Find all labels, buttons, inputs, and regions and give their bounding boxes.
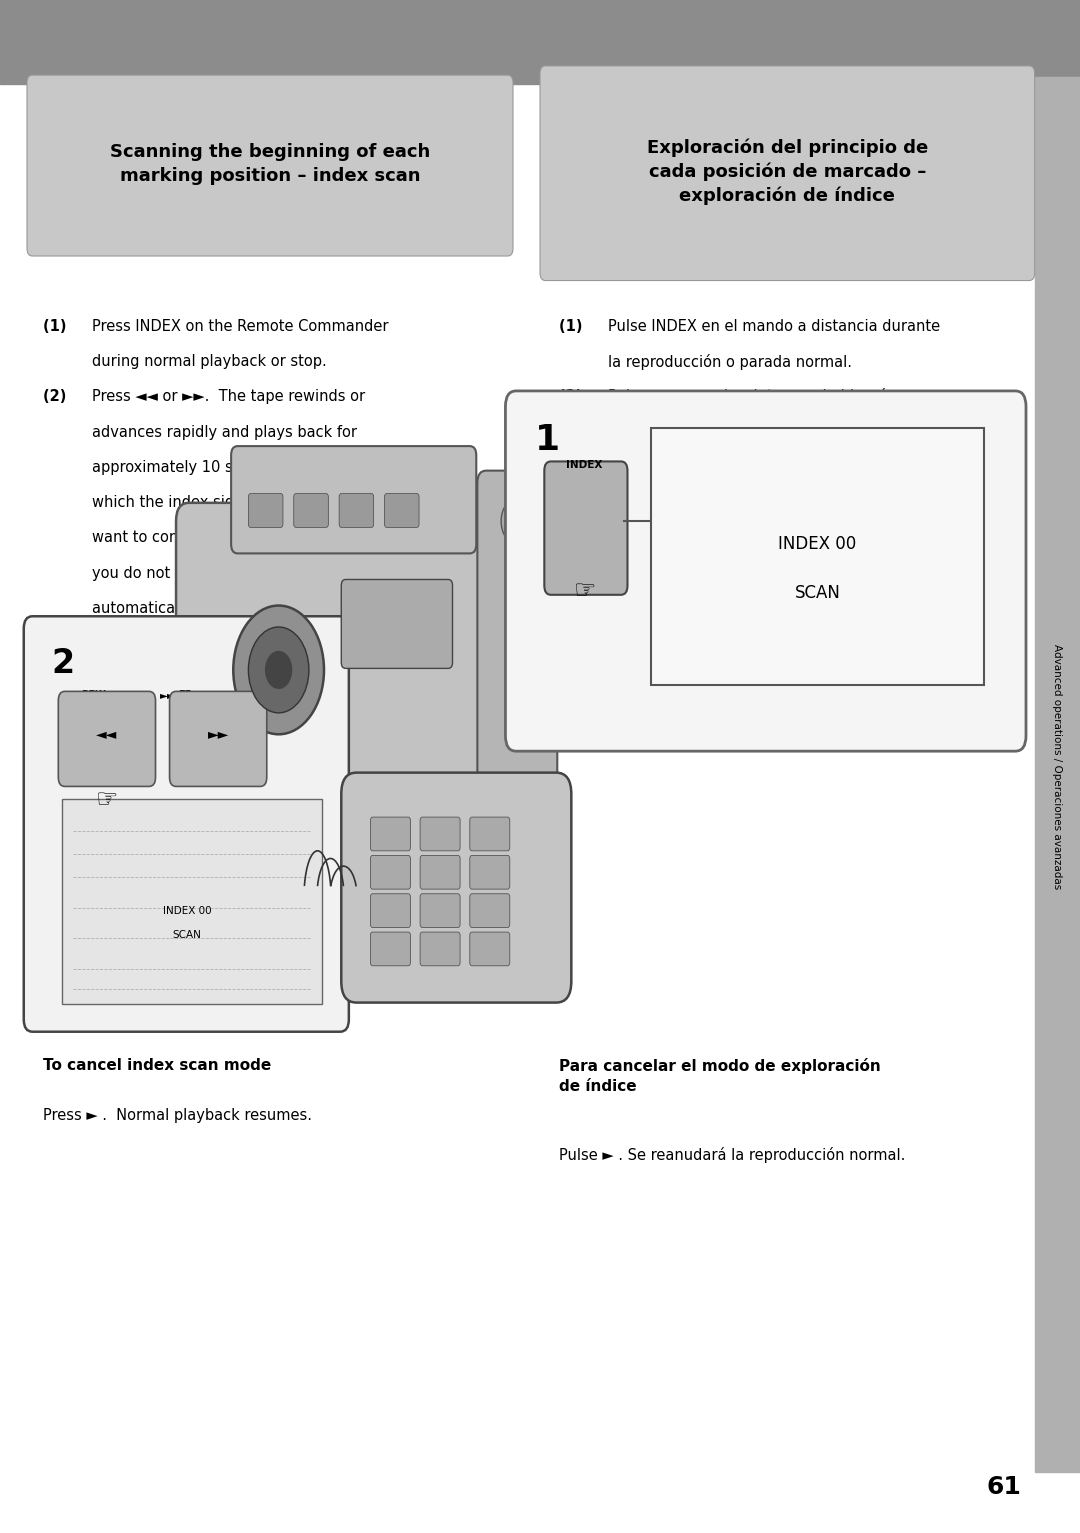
Text: Exploración del principio de
cada posición de marcado –
exploración de índice: Exploración del principio de cada posici… xyxy=(647,138,928,205)
Text: FF: FF xyxy=(178,690,191,701)
Text: INDEX 00: INDEX 00 xyxy=(779,535,856,553)
Text: el punto en que se haya marcado la señal de: el punto en que se haya marcado la señal… xyxy=(608,495,939,510)
Circle shape xyxy=(248,627,309,713)
Text: want to continue playback, press ►.  When: want to continue playback, press ►. When xyxy=(92,530,407,546)
Text: (1): (1) xyxy=(43,319,72,334)
Text: cinta se explora automáticamente hasta el: cinta se explora automáticamente hasta e… xyxy=(608,601,923,616)
Text: INDEX 00: INDEX 00 xyxy=(162,906,212,915)
Text: ►►: ►► xyxy=(160,690,176,701)
Text: ►►: ►► xyxy=(207,727,229,742)
Text: advances rapidly and plays back for: advances rapidly and plays back for xyxy=(92,425,356,440)
FancyBboxPatch shape xyxy=(505,391,1026,751)
Text: which the index signal was marked.  If you: which the index signal was marked. If yo… xyxy=(92,495,405,510)
FancyBboxPatch shape xyxy=(24,616,349,1032)
Text: approximately 10 seconds from the point on: approximately 10 seconds from the point … xyxy=(92,460,417,475)
Text: ☞: ☞ xyxy=(96,788,118,812)
FancyBboxPatch shape xyxy=(470,855,510,889)
FancyBboxPatch shape xyxy=(294,494,328,527)
Text: Pulse ► . Se reanudará la reproducción normal.: Pulse ► . Se reanudará la reproducción n… xyxy=(559,1147,906,1162)
FancyBboxPatch shape xyxy=(62,799,322,1004)
FancyBboxPatch shape xyxy=(370,817,410,851)
Text: INDEX: INDEX xyxy=(566,460,603,471)
Text: (2): (2) xyxy=(43,389,71,405)
FancyBboxPatch shape xyxy=(176,503,537,854)
Text: Scanning the beginning of each
marking position – index scan: Scanning the beginning of each marking p… xyxy=(110,143,430,185)
Text: 2: 2 xyxy=(52,647,75,681)
FancyBboxPatch shape xyxy=(339,494,374,527)
Circle shape xyxy=(266,652,292,688)
FancyBboxPatch shape xyxy=(420,932,460,966)
FancyBboxPatch shape xyxy=(370,894,410,927)
FancyBboxPatch shape xyxy=(477,471,557,886)
Bar xyxy=(1035,77,1080,1472)
Circle shape xyxy=(501,498,534,544)
Text: automatically scanned to the next program.: automatically scanned to the next progra… xyxy=(92,601,415,616)
Text: SCAN: SCAN xyxy=(795,584,840,602)
Text: ◄◄: ◄◄ xyxy=(96,727,118,742)
Text: Press INDEX on the Remote Commander: Press INDEX on the Remote Commander xyxy=(92,319,389,334)
FancyBboxPatch shape xyxy=(470,932,510,966)
Text: To cancel index scan mode: To cancel index scan mode xyxy=(43,1058,271,1073)
Text: (2): (2) xyxy=(559,389,588,405)
Text: reproducción. Si no pulsa ningún botón, la: reproducción. Si no pulsa ningún botón, … xyxy=(608,566,918,581)
FancyBboxPatch shape xyxy=(384,494,419,527)
Text: Press ► .  Normal playback resumes.: Press ► . Normal playback resumes. xyxy=(43,1108,312,1124)
Text: avanzará rápidamente y se reproducirá: avanzará rápidamente y se reproducirá xyxy=(608,425,899,440)
Text: Pulse ◄◄ o ►►. La cinta se rebobinará o: Pulse ◄◄ o ►►. La cinta se rebobinará o xyxy=(608,389,901,405)
FancyBboxPatch shape xyxy=(27,75,513,256)
FancyBboxPatch shape xyxy=(420,817,460,851)
FancyBboxPatch shape xyxy=(470,817,510,851)
Text: Pulse INDEX en el mando a distancia durante: Pulse INDEX en el mando a distancia dura… xyxy=(608,319,941,334)
FancyBboxPatch shape xyxy=(341,579,453,668)
FancyBboxPatch shape xyxy=(248,494,283,527)
Bar xyxy=(0,0,1080,84)
Text: siguiente programa.: siguiente programa. xyxy=(608,636,757,652)
FancyBboxPatch shape xyxy=(231,446,476,553)
FancyBboxPatch shape xyxy=(470,894,510,927)
FancyBboxPatch shape xyxy=(370,855,410,889)
FancyBboxPatch shape xyxy=(544,461,627,595)
Text: índice. Pulse ► si desea continuar la: índice. Pulse ► si desea continuar la xyxy=(608,530,874,546)
Text: 61: 61 xyxy=(987,1475,1022,1499)
Text: Press ◄◄ or ►►.  The tape rewinds or: Press ◄◄ or ►►. The tape rewinds or xyxy=(92,389,365,405)
FancyBboxPatch shape xyxy=(540,66,1035,281)
FancyBboxPatch shape xyxy=(370,932,410,966)
Text: durante aproximadamente 10 segundos desde: durante aproximadamente 10 segundos desd… xyxy=(608,460,951,475)
Text: (1): (1) xyxy=(559,319,589,334)
Text: REW: REW xyxy=(81,690,106,701)
FancyBboxPatch shape xyxy=(170,691,267,786)
Text: 1: 1 xyxy=(535,423,559,457)
Text: SCAN: SCAN xyxy=(173,931,201,940)
Text: Advanced operations / Operaciones avanzadas: Advanced operations / Operaciones avanza… xyxy=(1052,644,1063,889)
Circle shape xyxy=(233,606,324,734)
Text: la reproducción o parada normal.: la reproducción o parada normal. xyxy=(608,354,852,369)
FancyBboxPatch shape xyxy=(651,428,984,685)
Text: ◄◄: ◄◄ xyxy=(121,690,137,701)
FancyBboxPatch shape xyxy=(58,691,156,786)
FancyBboxPatch shape xyxy=(420,855,460,889)
Text: you do not press any button, the tape is: you do not press any button, the tape is xyxy=(92,566,387,581)
Text: during normal playback or stop.: during normal playback or stop. xyxy=(92,354,326,369)
Text: ☞: ☞ xyxy=(575,579,596,604)
FancyBboxPatch shape xyxy=(420,894,460,927)
Text: Para cancelar el modo de exploración
de índice: Para cancelar el modo de exploración de … xyxy=(559,1058,881,1093)
FancyBboxPatch shape xyxy=(341,773,571,1003)
